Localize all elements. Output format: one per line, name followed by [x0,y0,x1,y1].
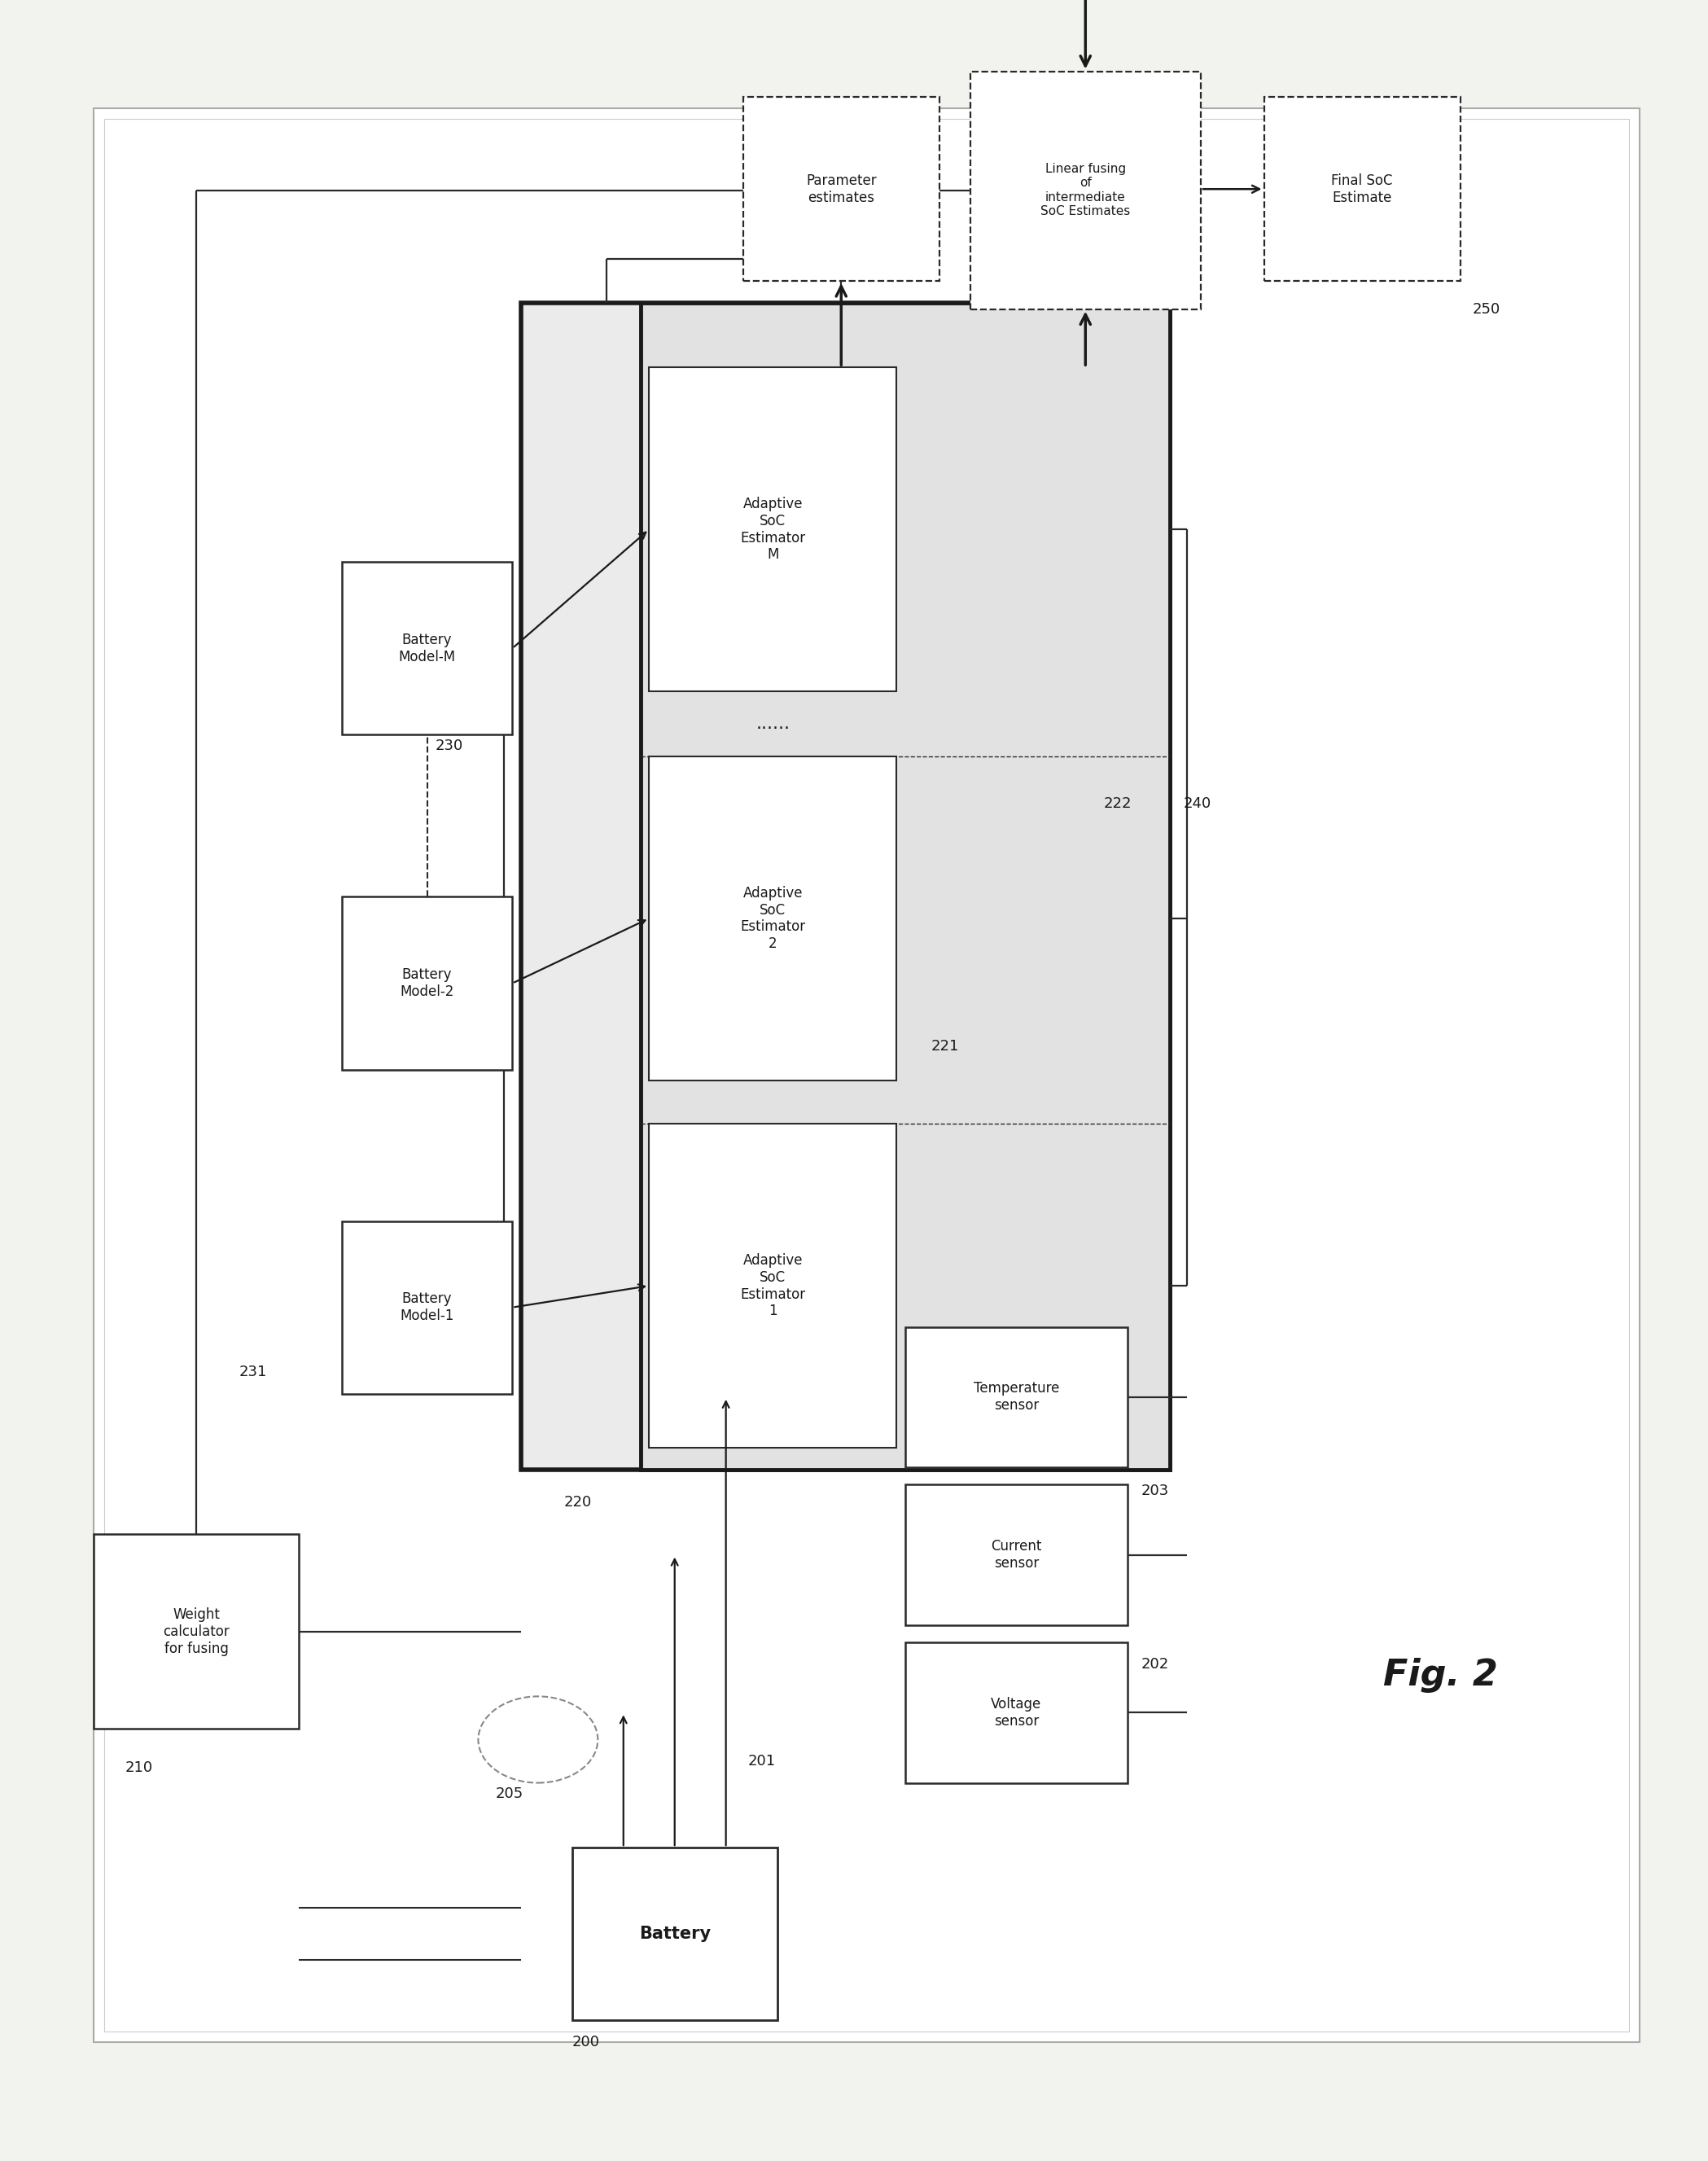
Text: Weight
calculator
for fusing: Weight calculator for fusing [164,1608,229,1655]
Bar [905,1485,1127,1625]
Bar [342,562,512,735]
Text: Adaptive
SoC
Estimator
M: Adaptive SoC Estimator M [740,497,806,562]
Text: 220: 220 [564,1495,591,1508]
Text: 205: 205 [495,1787,523,1800]
Text: Battery
Model-M: Battery Model-M [398,633,456,663]
Bar [905,1327,1127,1467]
Text: 230: 230 [436,739,463,752]
Bar [572,1848,777,2021]
Text: Voltage
sensor: Voltage sensor [991,1696,1042,1729]
Bar [1264,97,1460,281]
Text: Temperature
sensor: Temperature sensor [974,1381,1059,1413]
Text: 240: 240 [1184,797,1211,810]
Text: Final SoC
Estimate: Final SoC Estimate [1332,173,1392,205]
Bar [905,1642,1127,1783]
Text: Current
sensor: Current sensor [991,1539,1042,1571]
Bar [640,303,1170,1469]
Bar [342,1221,512,1394]
Text: Battery: Battery [639,1925,711,1943]
Text: ......: ...... [755,715,791,733]
Text: Battery
Model-1: Battery Model-1 [400,1292,454,1323]
Text: 203: 203 [1141,1485,1168,1498]
Text: 202: 202 [1141,1657,1168,1670]
Bar [743,97,939,281]
Text: Linear fusing
of
intermediate
SoC Estimates: Linear fusing of intermediate SoC Estima… [1040,162,1131,218]
Text: 210: 210 [125,1761,152,1774]
Text: 200: 200 [572,2036,600,2049]
Bar [94,1534,299,1729]
Text: Fig. 2: Fig. 2 [1383,1657,1498,1692]
Text: Battery
Model-2: Battery Model-2 [400,968,454,998]
Bar [970,71,1201,309]
Text: 222: 222 [1103,797,1131,810]
Text: 250: 250 [1472,303,1500,316]
Bar [94,108,1640,2042]
Text: Parameter
estimates: Parameter estimates [806,173,876,205]
Text: Adaptive
SoC
Estimator
1: Adaptive SoC Estimator 1 [740,1253,806,1318]
Bar [104,119,1629,2031]
Bar [342,897,512,1070]
Bar [521,303,1170,1469]
Bar [649,1124,897,1448]
Bar [649,367,897,692]
Text: Adaptive
SoC
Estimator
2: Adaptive SoC Estimator 2 [740,886,806,951]
Text: 231: 231 [239,1366,266,1379]
Text: 201: 201 [748,1755,775,1768]
Bar [649,756,897,1080]
Text: 221: 221 [931,1039,958,1052]
